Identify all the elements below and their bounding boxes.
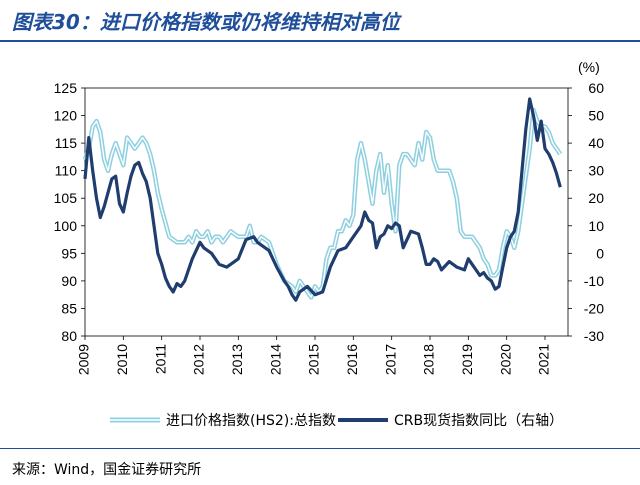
right-axis-unit: (%)	[578, 59, 600, 75]
x-tick-label: 2012	[191, 344, 207, 375]
x-tick-label: 2016	[344, 344, 360, 375]
left-tick-label: 95	[61, 245, 77, 261]
right-tick-label: -30	[584, 328, 604, 344]
left-tick-label: 115	[55, 135, 78, 151]
x-tick-label: 2017	[382, 344, 398, 375]
right-tick-label: 20	[588, 190, 604, 206]
chart: 80 85 90 95 100 105 110 115 120 125 -30 -20 -10 0 10 2…	[54, 59, 605, 429]
x-tick-label: 2019	[459, 344, 475, 375]
right-tick-label: 50	[588, 108, 604, 124]
x-tick-label: 2013	[229, 344, 245, 375]
source-note: 来源：Wind，国金证券研究所	[12, 462, 202, 478]
legend-label-import-index: 进口价格指数(HS2):总指数	[166, 413, 336, 429]
left-tick-label: 85	[61, 300, 77, 316]
right-tick-label: 0	[596, 245, 604, 261]
left-tick-label: 110	[55, 163, 78, 179]
left-tick-label: 80	[61, 328, 77, 344]
left-axis: 80 85 90 95 100 105 110 115 120 125	[54, 80, 85, 344]
legend: 进口价格指数(HS2):总指数 CRB现货指数同比（右轴）	[110, 412, 563, 429]
right-tick-label: 60	[588, 80, 604, 96]
left-tick-label: 125	[54, 80, 78, 96]
x-tick-label: 2018	[421, 344, 437, 375]
left-tick-label: 90	[61, 273, 77, 289]
title-bar: 图表30：进口价格指数或仍将维持相对高位	[0, 0, 640, 42]
series-0	[82, 107, 563, 300]
series-layer	[82, 97, 563, 302]
x-axis: 2009 2010 2011 2012 2013 2014 2015 2016 2017 2018…	[76, 336, 552, 375]
right-axis: -30 -20 -10 0 10 20 30 40 50 60	[568, 80, 604, 344]
x-tick-label: 2014	[267, 344, 283, 375]
x-tick-label: 2015	[306, 344, 322, 375]
x-tick-label: 2021	[536, 344, 552, 375]
right-tick-label: 40	[588, 135, 604, 151]
page-title: 图表30：进口价格指数或仍将维持相对高位	[12, 10, 400, 34]
series-1	[83, 97, 562, 302]
x-tick-label: 2010	[114, 344, 130, 375]
right-tick-label: 30	[588, 163, 604, 179]
x-tick-label: 2020	[497, 344, 513, 375]
legend-label-crb: CRB现货指数同比（右轴）	[394, 412, 563, 429]
plot-area	[84, 87, 569, 337]
x-tick-label: 2009	[76, 344, 92, 375]
right-tick-label: 10	[588, 218, 604, 234]
source-bar: 来源：Wind，国金证券研究所	[0, 448, 640, 485]
right-tick-label: -20	[584, 300, 604, 316]
left-tick-label: 105	[54, 190, 78, 206]
x-tick-label: 2011	[152, 344, 168, 374]
left-tick-label: 120	[54, 108, 78, 124]
right-tick-label: -10	[584, 273, 604, 289]
series-line-inner	[84, 109, 561, 299]
left-tick-label: 100	[54, 218, 78, 234]
series-line	[83, 97, 562, 302]
